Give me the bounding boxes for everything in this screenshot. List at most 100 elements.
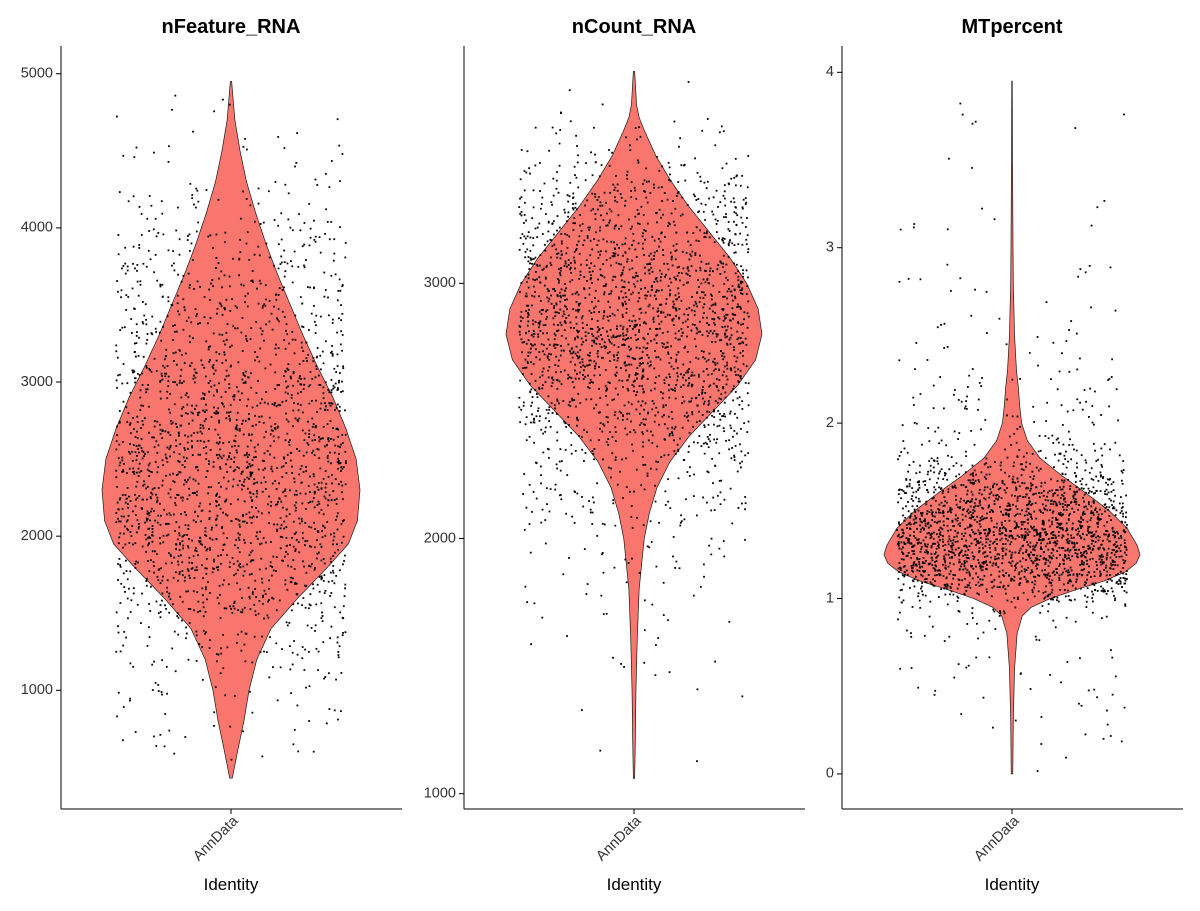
- data-point: [183, 511, 186, 514]
- data-point: [317, 669, 319, 671]
- data-point: [685, 251, 688, 254]
- data-point: [117, 508, 120, 511]
- data-point: [233, 600, 236, 603]
- data-point: [118, 420, 121, 423]
- data-point: [979, 541, 982, 544]
- data-point: [150, 510, 152, 513]
- data-point: [241, 470, 244, 473]
- data-point: [157, 690, 160, 692]
- data-point: [1049, 673, 1051, 676]
- data-point: [260, 542, 263, 545]
- data-point: [653, 254, 656, 257]
- data-point: [132, 262, 134, 265]
- data-point: [898, 454, 901, 457]
- data-point: [154, 327, 157, 330]
- data-point: [697, 357, 700, 360]
- data-point: [178, 432, 180, 435]
- data-point: [636, 367, 639, 369]
- data-point: [663, 379, 666, 382]
- data-point: [315, 368, 318, 371]
- data-point: [639, 279, 642, 282]
- data-point: [134, 731, 137, 733]
- data-point: [201, 564, 203, 567]
- data-point: [599, 396, 602, 399]
- data-point: [1041, 503, 1044, 506]
- data-point: [215, 566, 218, 569]
- data-point: [741, 354, 744, 357]
- data-point: [330, 351, 332, 354]
- data-point: [725, 313, 728, 316]
- data-point: [123, 630, 126, 633]
- data-point: [136, 331, 138, 333]
- data-point: [133, 156, 136, 159]
- data-point: [126, 472, 128, 475]
- data-point: [529, 343, 532, 345]
- data-point: [693, 441, 695, 444]
- data-point: [226, 554, 228, 557]
- data-point: [125, 570, 128, 572]
- data-point: [745, 238, 748, 241]
- data-point: [569, 352, 572, 355]
- data-point: [531, 294, 534, 297]
- data-point: [694, 254, 697, 257]
- data-point: [285, 545, 288, 547]
- data-point: [333, 532, 336, 535]
- data-point: [235, 426, 238, 428]
- data-point: [655, 291, 658, 293]
- data-point: [556, 294, 559, 296]
- data-point: [256, 489, 258, 492]
- data-point: [698, 210, 700, 213]
- data-point: [706, 335, 709, 337]
- data-point: [562, 294, 564, 297]
- data-point: [571, 397, 573, 400]
- data-point: [737, 336, 740, 339]
- data-point: [553, 243, 556, 246]
- data-point: [697, 330, 700, 333]
- data-point: [646, 342, 649, 345]
- data-point: [571, 399, 574, 402]
- data-point: [170, 422, 173, 425]
- panel-title: nFeature_RNA: [162, 16, 301, 38]
- data-point: [525, 310, 528, 312]
- data-point: [747, 276, 749, 279]
- data-point: [599, 749, 602, 752]
- data-point: [253, 446, 256, 449]
- data-point: [283, 339, 286, 341]
- data-point: [939, 534, 942, 536]
- data-point: [557, 252, 560, 255]
- data-point: [1092, 442, 1095, 445]
- data-point: [998, 570, 1001, 573]
- data-point: [219, 467, 222, 470]
- data-point: [237, 633, 239, 636]
- data-point: [577, 186, 580, 189]
- data-point: [117, 631, 120, 634]
- data-point: [289, 543, 291, 546]
- data-point: [683, 415, 686, 417]
- data-point: [248, 597, 251, 600]
- data-point: [169, 392, 171, 395]
- data-point: [250, 573, 253, 576]
- data-point: [1044, 531, 1047, 534]
- data-point: [715, 441, 718, 444]
- data-point: [612, 334, 615, 337]
- data-point: [733, 262, 735, 265]
- data-point: [146, 518, 149, 520]
- data-point: [205, 340, 208, 343]
- data-point: [573, 369, 576, 372]
- data-point: [156, 521, 159, 524]
- data-point: [178, 453, 181, 456]
- data-point: [691, 295, 693, 298]
- data-point: [704, 392, 707, 394]
- data-point: [216, 596, 219, 599]
- data-point: [182, 275, 185, 277]
- data-point: [155, 600, 158, 603]
- data-point: [234, 327, 236, 330]
- data-point: [220, 485, 222, 488]
- data-point: [602, 613, 605, 616]
- data-point: [638, 212, 640, 215]
- data-point: [340, 470, 342, 472]
- data-point: [614, 196, 616, 199]
- data-point: [633, 390, 635, 393]
- data-point: [1046, 542, 1049, 545]
- data-point: [1101, 561, 1104, 564]
